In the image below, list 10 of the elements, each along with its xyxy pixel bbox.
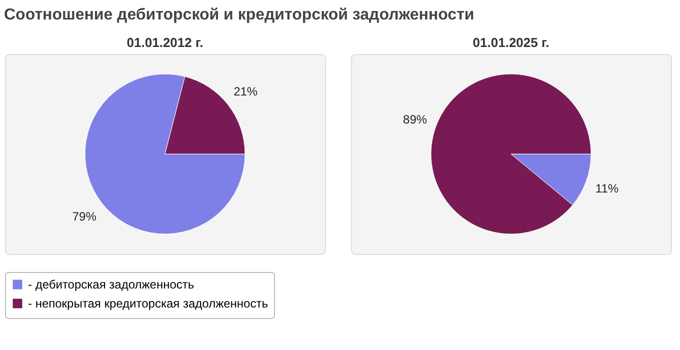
data-label: 21% [234,84,258,98]
legend-label: - непокрытая кредиторская задолженность [28,296,268,310]
data-label: 11% [595,182,619,196]
pie-slice [430,74,592,234]
chart-title: Соотношение дебиторской и кредиторской задолженности [4,6,474,24]
data-label: 89% [403,112,428,126]
chart-subtitle: 01.01.2012 г. [126,35,204,50]
legend-label: - дебиторская задолженность [28,278,194,292]
chart-subtitle: 01.01.2025 г. [472,35,550,50]
data-label: 79% [72,210,97,224]
